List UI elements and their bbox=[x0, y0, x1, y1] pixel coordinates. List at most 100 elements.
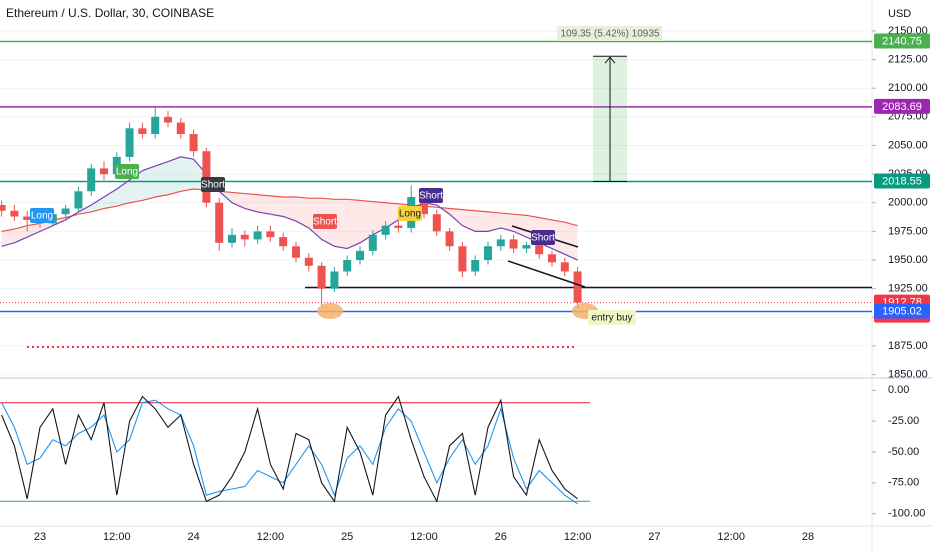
cloud bbox=[449, 208, 463, 226]
candle-body bbox=[445, 231, 454, 247]
cloud bbox=[168, 156, 181, 195]
candle-body bbox=[509, 239, 518, 249]
cloud bbox=[564, 222, 578, 261]
candle-body bbox=[343, 260, 352, 272]
channel-line bbox=[507, 260, 586, 288]
oscillator-line bbox=[1, 395, 578, 503]
candle-body bbox=[330, 271, 339, 289]
price-label-bg bbox=[874, 173, 930, 189]
y-tick-label: 0.00 bbox=[888, 384, 909, 396]
x-tick-label: 12:00 bbox=[257, 531, 285, 543]
x-tick-label: 23 bbox=[34, 531, 46, 543]
candle-body bbox=[292, 246, 300, 258]
y-tick-label: 1950.00 bbox=[888, 254, 928, 266]
measure-label-bg bbox=[557, 26, 662, 41]
y-tick-label: 2125.00 bbox=[888, 53, 928, 65]
y-tick-label: 2100.00 bbox=[888, 82, 928, 94]
measure-label: 109.35 (5.42%) 10935 bbox=[561, 29, 660, 40]
candle-body bbox=[125, 128, 134, 157]
price-label-bg bbox=[874, 98, 930, 114]
y-tick-label: 2050.00 bbox=[888, 139, 928, 151]
moving-average bbox=[1, 156, 578, 261]
candle-body bbox=[471, 260, 480, 272]
signal-tag bbox=[398, 206, 422, 221]
price-label: 2083.69 bbox=[882, 101, 922, 113]
cloud bbox=[27, 223, 40, 238]
candle-body bbox=[522, 245, 531, 249]
cloud bbox=[488, 211, 501, 232]
y-tick-label: -25.00 bbox=[888, 415, 919, 427]
cloud bbox=[462, 209, 476, 232]
signal-label: entry buy bbox=[591, 313, 632, 324]
y-tick-label: 1875.00 bbox=[888, 340, 928, 352]
signal-label: Short bbox=[531, 233, 555, 244]
y-tick-label: 1925.00 bbox=[888, 283, 928, 295]
candle-body bbox=[0, 205, 6, 211]
signal-tag bbox=[115, 164, 139, 179]
signal-tag bbox=[588, 310, 636, 325]
candle-body bbox=[420, 197, 428, 215]
cloud bbox=[513, 214, 527, 238]
x-tick-label: 26 bbox=[495, 531, 507, 543]
cloud bbox=[552, 219, 565, 255]
candle-body bbox=[23, 216, 32, 220]
candle-body bbox=[176, 122, 185, 135]
candle-body bbox=[138, 128, 147, 135]
cloud bbox=[283, 197, 296, 222]
candle-body bbox=[74, 191, 83, 209]
cloud bbox=[500, 213, 514, 232]
signal-tag bbox=[30, 208, 54, 223]
candle-body bbox=[496, 239, 505, 247]
candle-body bbox=[61, 208, 70, 215]
x-tick-label: 12:00 bbox=[103, 531, 131, 543]
highlight bbox=[317, 303, 343, 319]
signal-label: Long bbox=[116, 167, 138, 178]
y-tick-label: 1975.00 bbox=[888, 225, 928, 237]
candle-body bbox=[381, 225, 390, 235]
x-tick-label: 12:00 bbox=[564, 531, 592, 543]
price-label: 2140.75 bbox=[882, 35, 922, 47]
signal-label: Long bbox=[31, 211, 53, 222]
candle-body bbox=[368, 234, 377, 251]
x-tick-label: 28 bbox=[802, 531, 814, 543]
cloud bbox=[475, 210, 488, 232]
price-label: 1905.02 bbox=[882, 305, 922, 317]
x-tick-label: 12:00 bbox=[717, 531, 745, 543]
cloud bbox=[116, 179, 130, 207]
cloud bbox=[14, 225, 28, 243]
candle-body bbox=[484, 246, 492, 261]
candle-body bbox=[304, 257, 313, 266]
signal-label: Short bbox=[313, 217, 337, 228]
candle-body bbox=[215, 202, 224, 243]
cloud bbox=[142, 166, 156, 201]
candle-body bbox=[356, 250, 364, 261]
y-tick-label: 2000.00 bbox=[888, 197, 928, 209]
measure-arrowhead bbox=[604, 56, 616, 64]
x-tick-label: 12:00 bbox=[410, 531, 438, 543]
x-tick-label: 25 bbox=[341, 531, 353, 543]
signal-tag bbox=[419, 188, 443, 203]
candle-body bbox=[394, 225, 403, 228]
candle-body bbox=[228, 234, 236, 243]
y-tick-label: -50.00 bbox=[888, 446, 919, 458]
candle-body bbox=[151, 116, 160, 135]
cloud bbox=[91, 197, 104, 212]
candle-body bbox=[560, 262, 569, 272]
candle-body bbox=[100, 168, 108, 175]
candle-body bbox=[266, 231, 275, 238]
cloud bbox=[155, 161, 168, 198]
cloud bbox=[232, 192, 245, 209]
signal-label: Long bbox=[399, 209, 421, 220]
signal-label: Short bbox=[201, 180, 225, 191]
candle-body bbox=[573, 271, 582, 303]
candle-body bbox=[189, 134, 198, 152]
price-label-bg bbox=[874, 303, 930, 319]
candle-body bbox=[535, 245, 544, 255]
candle-body bbox=[202, 151, 211, 203]
y-tick-label: -75.00 bbox=[888, 477, 919, 489]
axis-unit: USD bbox=[888, 8, 911, 20]
cloud bbox=[360, 200, 373, 243]
candle-body bbox=[317, 265, 326, 289]
price-label: 2018.55 bbox=[882, 175, 922, 187]
